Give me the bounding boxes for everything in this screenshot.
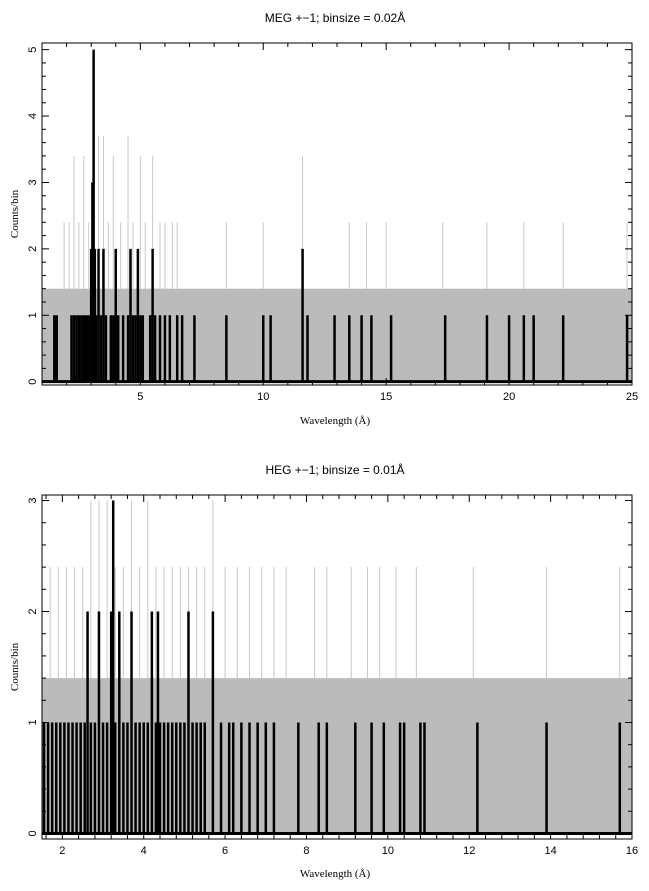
heg-spectrum-panel: HEG +−1; binsize = 0.01Å 2 4 6 8 10 12 14 16012… (9, 462, 638, 880)
heg-x-tick-label: 16 (626, 845, 638, 857)
heg-x-tick-label: 10 (382, 845, 394, 857)
heg-chart-title: HEG +−1; binsize = 0.01Å (265, 462, 404, 477)
meg-x-tick-label: 10 (257, 391, 269, 403)
heg-x-tick-label: 2 (59, 845, 65, 857)
heg-x-tick-label: 6 (222, 845, 228, 857)
meg-y-tick-label: 2 (27, 246, 39, 252)
meg-x-axis-label: Wavelength (Å) (300, 415, 371, 427)
heg-y-axis-label: Counts/bin (9, 642, 21, 691)
meg-y-axis-label: Counts/bin (9, 189, 21, 238)
meg-y-tick-label: 4 (27, 113, 39, 119)
heg-y-tick-label: 1 (27, 719, 39, 725)
heg-plot-frame (41, 494, 633, 840)
heg-y-tick-label: 3 (27, 497, 39, 503)
heg-x-tick-label: 14 (544, 845, 556, 857)
meg-x-tick-label: 5 (137, 391, 143, 403)
meg-x-tick-label: 25 (626, 391, 638, 403)
meg-spectrum-panel: MEG +−1; binsize = 0.02Å 5 10 15 20 25 0 1 2 3 4 5… (9, 10, 638, 427)
heg-x-axis-label: Wavelength (Å) (300, 868, 371, 880)
heg-y-tick-label: 0 (27, 830, 39, 836)
meg-y-tick-label: 1 (27, 312, 39, 318)
heg-x-tick-label: 4 (141, 845, 147, 857)
meg-y-tick-label: 5 (27, 47, 39, 53)
meg-x-tick-label: 15 (380, 391, 392, 403)
heg-x-tick-label: 8 (303, 845, 309, 857)
meg-x-tick-label: 20 (503, 391, 515, 403)
heg-y-tick-label: 2 (27, 608, 39, 614)
meg-y-tick-label: 0 (27, 379, 39, 385)
heg-x-tick-label: 12 (463, 845, 475, 857)
meg-chart-title: MEG +−1; binsize = 0.02Å (265, 10, 405, 25)
meg-y-tick-label: 3 (27, 179, 39, 185)
